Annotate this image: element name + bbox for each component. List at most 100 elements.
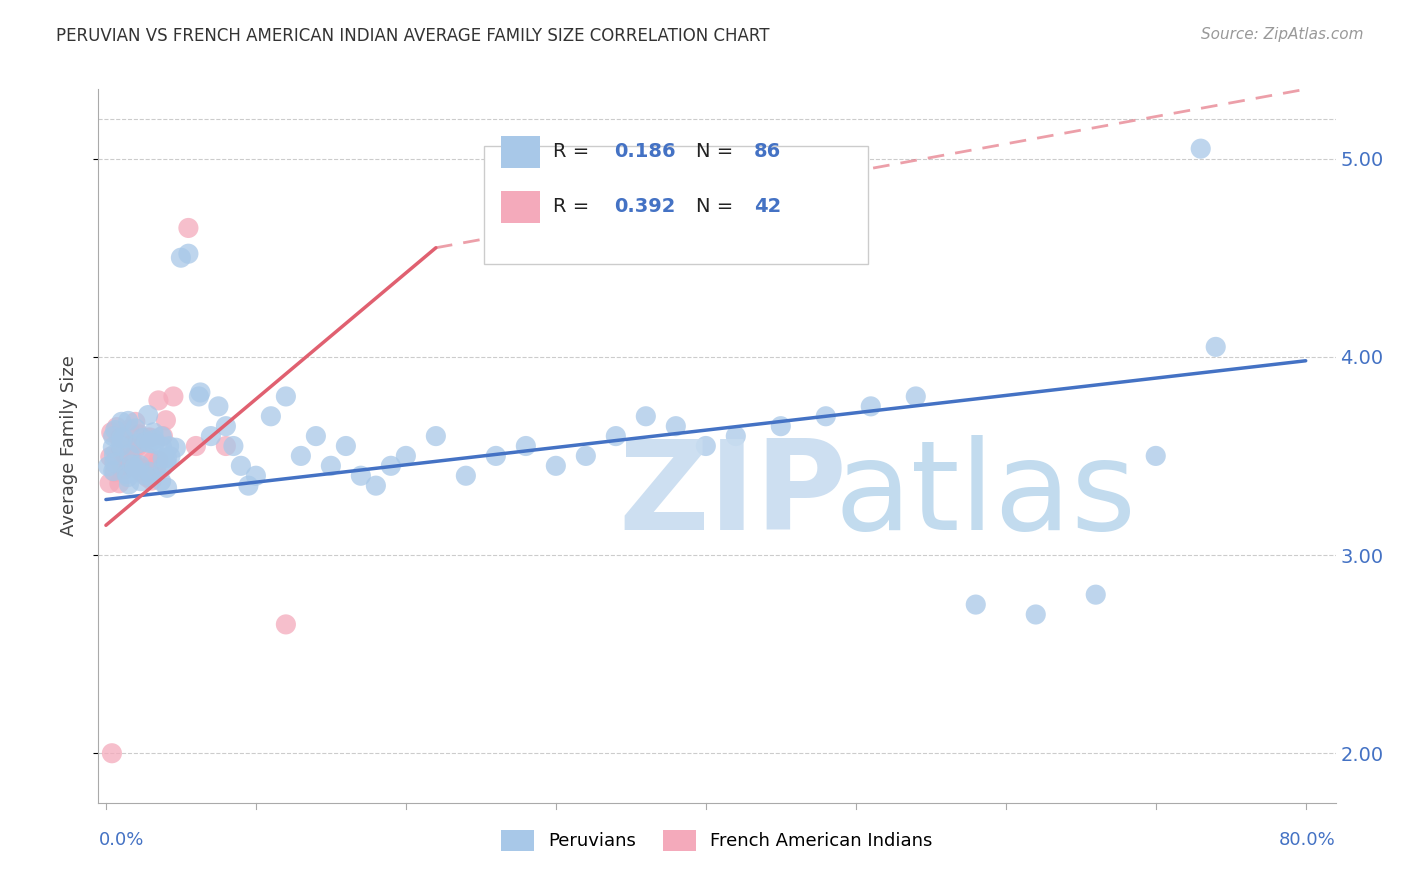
Point <box>118 453 141 467</box>
Point <box>1025 607 1047 622</box>
Point <box>156 456 179 470</box>
Point <box>117 470 139 484</box>
Point <box>245 468 267 483</box>
Point <box>305 429 328 443</box>
Point <box>769 419 792 434</box>
Point <box>134 468 156 483</box>
Point <box>695 439 717 453</box>
Point <box>207 400 229 414</box>
Point <box>103 464 125 478</box>
Y-axis label: Average Family Size: Average Family Size <box>59 356 77 536</box>
Point <box>157 439 180 453</box>
Bar <box>501 136 540 168</box>
Point <box>122 455 145 469</box>
Point <box>100 425 122 440</box>
Point <box>190 385 212 400</box>
Point <box>575 449 598 463</box>
Point <box>148 393 170 408</box>
Point <box>117 414 139 428</box>
Point <box>215 439 238 453</box>
Point <box>128 427 150 442</box>
Point <box>274 389 297 403</box>
Point <box>131 431 153 445</box>
Point <box>148 453 170 467</box>
Point <box>125 463 148 477</box>
Point <box>143 433 166 447</box>
Text: R =: R = <box>553 197 595 217</box>
Point <box>124 460 146 475</box>
Point <box>187 389 209 403</box>
Point <box>115 467 138 481</box>
Point <box>150 475 173 489</box>
Point <box>138 436 160 450</box>
Point <box>138 450 160 465</box>
Point <box>143 436 166 450</box>
Point <box>105 420 128 434</box>
Point <box>104 465 127 479</box>
Point <box>364 478 387 492</box>
Point <box>129 474 152 488</box>
Legend: Peruvians, French American Indians: Peruvians, French American Indians <box>495 822 939 858</box>
Text: PERUVIAN VS FRENCH AMERICAN INDIAN AVERAGE FAMILY SIZE CORRELATION CHART: PERUVIAN VS FRENCH AMERICAN INDIAN AVERA… <box>56 27 769 45</box>
Point <box>101 440 124 454</box>
Point <box>485 449 508 463</box>
Point <box>1144 449 1167 463</box>
Point <box>141 470 163 484</box>
Text: ZIP: ZIP <box>619 435 846 557</box>
Point <box>165 441 187 455</box>
Point <box>155 413 177 427</box>
Point <box>127 459 149 474</box>
Point <box>177 221 200 235</box>
Point <box>145 460 167 475</box>
Text: 0.392: 0.392 <box>614 197 676 217</box>
Point <box>110 415 132 429</box>
Point <box>156 481 179 495</box>
Point <box>121 458 143 472</box>
Point <box>150 429 173 443</box>
Point <box>118 477 141 491</box>
Point <box>1205 340 1227 354</box>
Point <box>110 461 132 475</box>
Point <box>605 429 627 443</box>
Point <box>138 465 160 479</box>
Point <box>142 425 165 440</box>
Text: Source: ZipAtlas.com: Source: ZipAtlas.com <box>1201 27 1364 42</box>
Point <box>110 442 132 457</box>
Point <box>724 429 747 443</box>
Point <box>124 439 146 453</box>
Point <box>142 454 165 468</box>
Text: 42: 42 <box>754 197 782 217</box>
Point <box>108 432 131 446</box>
Point <box>1084 588 1107 602</box>
Point <box>139 431 162 445</box>
Text: N =: N = <box>696 197 740 217</box>
Point <box>97 459 120 474</box>
Point <box>129 465 152 479</box>
Point <box>135 434 157 449</box>
Point <box>290 449 312 463</box>
Point <box>222 439 245 453</box>
Bar <box>501 191 540 223</box>
Point <box>124 415 146 429</box>
Point <box>110 439 132 453</box>
Point <box>98 450 121 464</box>
Point <box>544 458 567 473</box>
Point <box>859 400 882 414</box>
Point <box>184 439 207 453</box>
Point <box>965 598 987 612</box>
Point <box>136 408 159 422</box>
Point <box>103 456 125 470</box>
Text: 0.0%: 0.0% <box>98 831 143 849</box>
Point <box>260 409 283 424</box>
Point <box>515 439 537 453</box>
Point <box>238 478 260 492</box>
Point <box>380 458 402 473</box>
Point <box>395 449 418 463</box>
Point <box>904 389 927 403</box>
Point <box>274 617 297 632</box>
Point <box>159 450 181 464</box>
Text: 0.186: 0.186 <box>614 143 676 161</box>
Text: atlas: atlas <box>835 435 1136 557</box>
Point <box>136 430 159 444</box>
Point <box>152 429 174 443</box>
